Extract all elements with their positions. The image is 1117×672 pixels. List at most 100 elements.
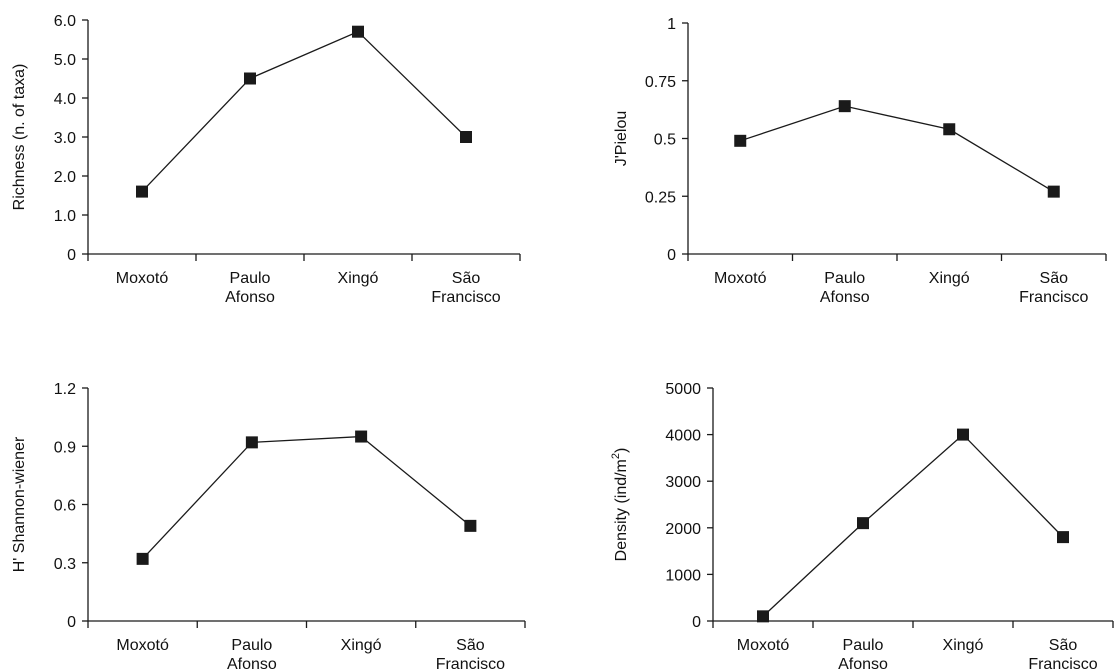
x-tick-label: Moxotó: [737, 637, 790, 654]
x-tick-label: São Francisco: [1019, 270, 1088, 306]
x-tick-label-line: Xingó: [338, 270, 379, 287]
x-tick-label-line: Francisco: [1028, 656, 1097, 672]
y-axis-label-tail: ): [613, 448, 630, 453]
data-point: [857, 517, 869, 530]
series-line: [142, 435, 471, 560]
x-tick-label-line: Paulo: [843, 637, 884, 654]
y-tick-label: 3.0: [54, 130, 76, 147]
y-tick-label: 6.0: [54, 13, 76, 30]
x-tick-label: Paulo Afonso: [227, 637, 277, 672]
x-tick-label: São Francisco: [1028, 637, 1097, 672]
x-tick-label: Xingó: [338, 270, 379, 287]
data-point: [244, 72, 256, 85]
y-axis-label: Density (ind/m2): [610, 448, 630, 562]
y-tick-label: 0.9: [54, 439, 76, 456]
data-point: [245, 436, 258, 449]
x-tick-label-line: Xingó: [943, 637, 984, 654]
y-tick-label: 2000: [665, 521, 701, 538]
data-point: [352, 25, 364, 38]
y-tick-label: 0: [67, 247, 76, 264]
x-tick-label-line: Moxotó: [116, 270, 169, 287]
x-tick-label: Moxotó: [116, 270, 169, 287]
x-tick-label: Moxotó: [714, 270, 767, 287]
x-tick-label: Moxotó: [116, 637, 169, 654]
x-tick-label-line: Francisco: [431, 289, 500, 306]
y-tick-label: 0.75: [645, 74, 676, 91]
x-tick-label-line: São: [1049, 637, 1078, 654]
x-tick-label-line: São: [452, 270, 481, 287]
x-tick-label-line: Moxotó: [116, 637, 169, 654]
y-tick-label: 0.3: [54, 556, 76, 573]
data-point: [355, 430, 368, 443]
series-line: [762, 433, 1064, 617]
x-tick-label-line: Afonso: [227, 656, 277, 672]
data-point: [943, 123, 956, 136]
y-tick-label: 1.2: [54, 381, 76, 398]
x-tick-label-line: Francisco: [436, 656, 505, 672]
x-tick-label-line: Xingó: [929, 270, 970, 287]
y-tick-label: 4000: [665, 428, 701, 445]
x-tick-label: Xingó: [929, 270, 970, 287]
y-tick-label: 1: [667, 16, 676, 33]
y-tick-label: 0.6: [54, 498, 76, 515]
y-axis-label-superscript: 2: [610, 453, 622, 459]
x-tick-label-line: São: [1040, 270, 1069, 287]
x-tick-label: Paulo Afonso: [838, 637, 888, 672]
x-tick-label-line: Afonso: [225, 289, 275, 306]
y-axis-label: Richness (n. of taxa): [11, 64, 28, 211]
data-point: [734, 134, 747, 147]
y-axis-label-text: H' Shannon-wiener: [11, 436, 28, 572]
data-point: [757, 610, 769, 623]
x-tick-label-line: Paulo: [231, 637, 272, 654]
chart-svg: 0 1.0 2.0 3.0 4.0 5.0 6.0 Moxotó Paulo Afonso Xing…: [11, 13, 521, 306]
data-point: [136, 185, 148, 198]
data-point: [957, 428, 969, 441]
x-tick-label-line: São: [456, 637, 485, 654]
data-point: [1057, 531, 1069, 544]
data-point: [136, 552, 149, 565]
y-axis-label: J'Pielou: [613, 111, 630, 167]
x-tick-label-line: Paulo: [824, 270, 865, 287]
data-point: [460, 131, 472, 143]
y-axis-label-text: J'Pielou: [613, 111, 630, 167]
series-line: [740, 105, 1055, 193]
x-tick-label-line: Xingó: [341, 637, 382, 654]
y-tick-label: 4.0: [54, 91, 76, 108]
series-line: [141, 30, 467, 193]
y-tick-label: 5.0: [54, 52, 76, 69]
y-axis-label-text: Richness (n. of taxa): [11, 64, 28, 211]
x-tick-label-line: Afonso: [820, 289, 870, 306]
x-tick-label: Paulo Afonso: [225, 270, 275, 306]
y-tick-label: 0.5: [654, 132, 676, 149]
y-tick-label: 0: [67, 614, 76, 631]
chart-panel-1: 0 1.0 2.0 3.0 4.0 5.0 6.0 Moxotó Paulo Afonso Xing…: [0, 0, 560, 330]
y-tick-label: 1000: [665, 567, 701, 584]
y-tick-label: 1.0: [54, 208, 76, 225]
y-tick-label: 5000: [665, 381, 701, 398]
chart-panel-4: 0 1000 2000 3000 4000 5000 Moxotó Paulo Afonso Xi…: [560, 340, 1117, 672]
x-tick-label-line: Paulo: [230, 270, 271, 287]
x-tick-label: Xingó: [341, 637, 382, 654]
y-tick-label: 0: [667, 247, 676, 264]
y-tick-label: 0: [692, 614, 701, 631]
y-axis-label-text: Density (ind/m: [613, 459, 630, 561]
chart-panel-3: 0 0.3 0.6 0.9 1.2 Moxotó Paulo Afonso Xingó São Fr…: [0, 340, 560, 672]
chart-svg: 0 1000 2000 3000 4000 5000 Moxotó Paulo Afonso Xi…: [610, 381, 1114, 672]
x-tick-label-line: Moxotó: [714, 270, 767, 287]
data-point: [1047, 185, 1060, 198]
x-tick-label: São Francisco: [436, 637, 505, 672]
x-tick-label-line: Francisco: [1019, 289, 1088, 306]
y-axis-label: H' Shannon-wiener: [11, 436, 28, 572]
y-tick-label: 0.25: [645, 189, 676, 206]
x-tick-label: São Francisco: [431, 270, 500, 306]
x-tick-label-line: Moxotó: [737, 637, 790, 654]
chart-svg: 0 0.25 0.5 0.75 1 Moxotó Paulo Afonso Xingó São Fr…: [613, 16, 1107, 306]
x-tick-label: Xingó: [943, 637, 984, 654]
chart-panel-2: 0 0.25 0.5 0.75 1 Moxotó Paulo Afonso Xingó São Fr…: [560, 0, 1117, 330]
x-tick-label: Paulo Afonso: [820, 270, 870, 306]
x-tick-label-line: Afonso: [838, 656, 888, 672]
chart-svg: 0 0.3 0.6 0.9 1.2 Moxotó Paulo Afonso Xingó São Fr…: [11, 381, 526, 672]
y-tick-label: 3000: [665, 474, 701, 491]
y-tick-label: 2.0: [54, 169, 76, 186]
